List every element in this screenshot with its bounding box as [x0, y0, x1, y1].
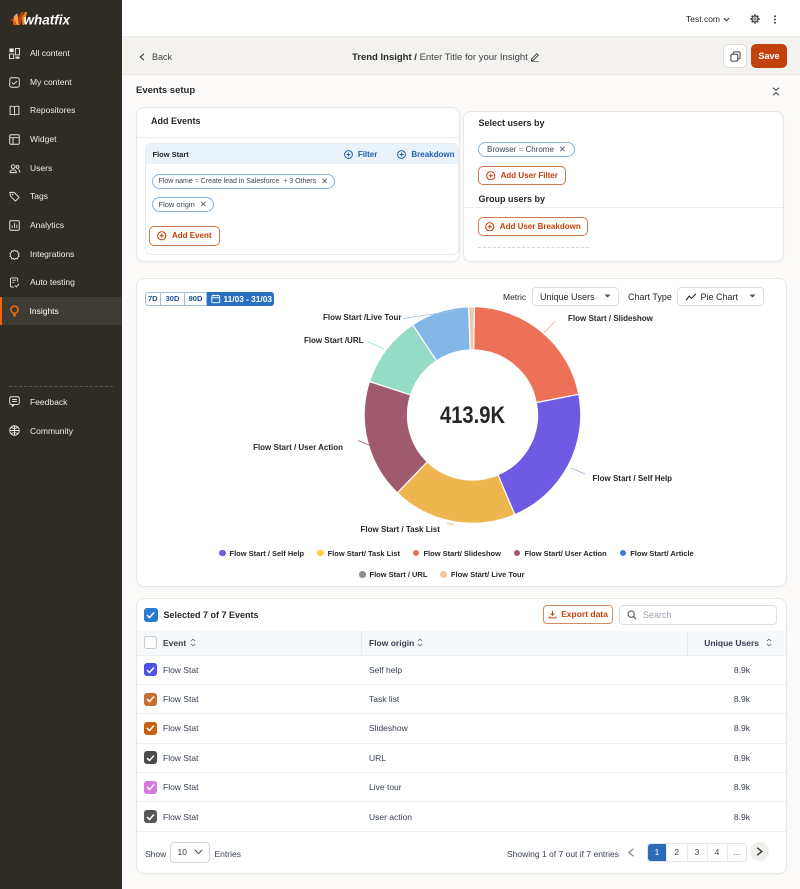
svg-text:413.9K: 413.9K	[440, 402, 506, 429]
svg-text:whatfix: whatfix	[24, 13, 71, 28]
